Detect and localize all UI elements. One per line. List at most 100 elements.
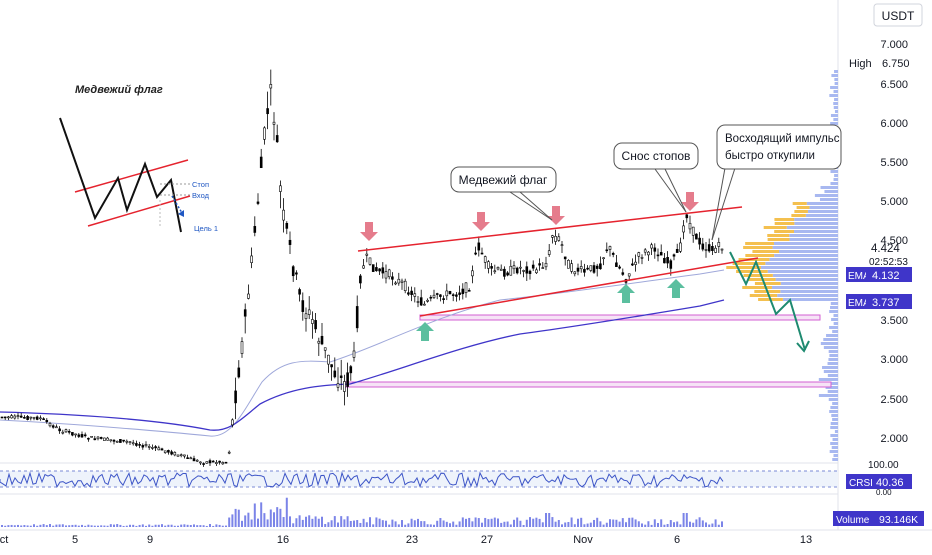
volume-bar [580, 517, 583, 527]
candle-body [589, 265, 593, 271]
volume-bar [151, 525, 154, 527]
inset-arrow-icon [178, 210, 184, 217]
volume-profile-bar [820, 342, 838, 345]
candle-body [266, 108, 269, 115]
volume-bar [33, 524, 35, 527]
candle-body [551, 235, 554, 238]
candle-body [336, 383, 340, 388]
volume-profile-bar [827, 390, 838, 393]
volume-profile-bar [777, 294, 838, 297]
candle-body [711, 246, 714, 251]
currency-button[interactable]: USDT [873, 3, 923, 27]
crsi-line [0, 471, 724, 489]
candle-body [407, 292, 410, 295]
candle-body [416, 301, 420, 303]
volume-bar [311, 518, 314, 527]
volume-bar [692, 522, 695, 527]
candle-body [186, 457, 189, 459]
ema-slow-value: 3.737 [872, 297, 900, 309]
volume-bar [378, 518, 381, 527]
volume-profile-bar [829, 450, 838, 453]
time-axis[interactable]: ct 5 9 16 23 27 Nov 6 13 [0, 534, 812, 546]
candle-body [205, 461, 209, 464]
candle-body [541, 267, 545, 269]
volume-bar [308, 515, 311, 527]
volume-bar [103, 525, 106, 527]
up-arrow-icon [416, 322, 434, 341]
candle-body [547, 250, 551, 255]
candle-body [688, 222, 692, 230]
high-badge: High 6.750 [849, 55, 922, 71]
volume-bar [372, 524, 375, 527]
volume-bar [122, 525, 125, 527]
volume-bar [13, 525, 16, 527]
candle-body [563, 256, 567, 260]
volume-bar [612, 519, 615, 527]
resistance-arrows [360, 192, 699, 241]
candle-body [656, 254, 660, 257]
candle-body [314, 320, 317, 330]
candle-body [269, 84, 273, 89]
candle-body [659, 252, 663, 256]
volume-bar [36, 525, 39, 527]
candle-body [215, 462, 218, 464]
candle-body [16, 415, 20, 417]
candle-body [403, 280, 407, 291]
volume-profile-bar-buy [747, 278, 776, 281]
volume-bar [519, 520, 522, 527]
candle-body [112, 439, 116, 442]
volume-bar [61, 524, 64, 527]
volume-bar [695, 519, 698, 527]
volume-bar [321, 516, 323, 527]
candle-body [435, 293, 439, 295]
candle-body [77, 434, 81, 437]
candle-body [163, 450, 167, 453]
candle-body [583, 268, 586, 273]
volume-bar [650, 524, 653, 527]
volume-profile-bar [834, 174, 838, 177]
callout-stops-text: Снос стопов [622, 149, 691, 163]
up-arrow-icon [667, 279, 685, 298]
inset-stop-label: Стоп [192, 180, 209, 189]
volume-profile-bar [832, 418, 838, 421]
volume-profile-bar [824, 190, 838, 193]
volume-bar [631, 517, 634, 527]
volume-profile-bar [829, 382, 838, 385]
volume-bar [253, 503, 256, 527]
candle-body [218, 460, 221, 463]
volume-profile-bar-buy [763, 226, 787, 229]
volume-bar [333, 516, 336, 527]
price-axis[interactable]: 7.000 6.500 6.000 5.500 5.000 4.500 3.500 3.000… [880, 39, 908, 445]
candle-body [640, 257, 644, 259]
volume-bar [663, 524, 666, 527]
volume-bar [503, 521, 506, 527]
volume-bar [177, 525, 179, 527]
price-tick-label: 7.000 [880, 39, 908, 51]
volume-profile-bar-buy [774, 230, 794, 233]
volume-bar [20, 525, 23, 527]
candle-body [346, 372, 349, 387]
volume-bar [52, 525, 55, 527]
volume-profile-bar [833, 178, 838, 181]
volume-bar [391, 519, 394, 527]
candle-body [503, 268, 506, 277]
volume-bar [90, 525, 93, 527]
volume-profile-bar [833, 118, 838, 121]
callout-impulse-line2: быстро откупили [725, 150, 815, 162]
volume-bar [330, 520, 333, 527]
inset-price-line [59, 117, 182, 233]
volume-profile-bar [786, 226, 838, 229]
candle-body [567, 259, 570, 269]
candle-body [333, 370, 337, 378]
volume-bar [628, 517, 631, 527]
volume-profile-bar [829, 310, 838, 313]
volume-bar [301, 519, 304, 527]
countdown-timer: 02:52:53 [869, 257, 908, 268]
volume-bar [522, 524, 525, 527]
volume-bar [266, 519, 269, 527]
candle-body [247, 293, 250, 299]
candle-body [560, 244, 564, 246]
volume-bar [157, 524, 160, 527]
volume-bar [660, 519, 663, 527]
